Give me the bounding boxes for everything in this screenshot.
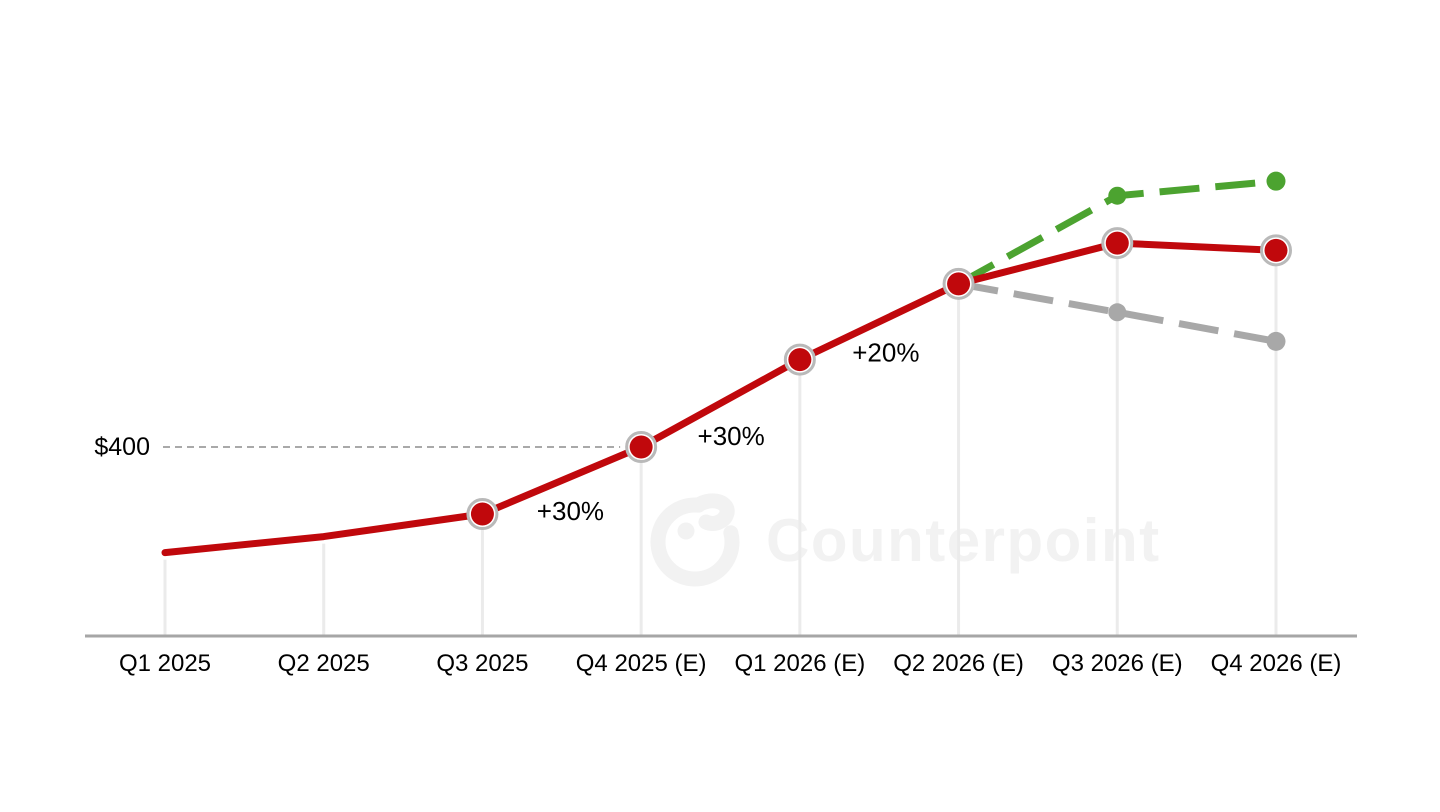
growth-annotation: +30% xyxy=(698,421,765,451)
plot-area: $400 +30% +30% +20% Q1 2025 Q2 2025 Q3 2025 Q4 … xyxy=(85,171,1357,677)
x-axis-label: Q2 2025 xyxy=(278,650,370,677)
data-point-marker xyxy=(629,435,653,459)
x-axis-label: Q3 2026 (E) xyxy=(1052,650,1183,677)
watermark-logo-curl xyxy=(690,493,735,531)
x-axis-label: Q2 2026 (E) xyxy=(893,650,1024,677)
data-point-marker xyxy=(1105,231,1129,255)
x-axis-label: Q1 2025 xyxy=(119,650,211,677)
data-point-marker xyxy=(470,502,494,526)
data-point-marker xyxy=(947,272,971,296)
series-line-base-line xyxy=(161,239,1280,557)
growth-annotation: +20% xyxy=(852,338,919,368)
data-point-marker xyxy=(788,348,812,372)
reference-value-label: $400 xyxy=(94,433,150,461)
x-axis-label: Q4 2025 (E) xyxy=(576,650,707,677)
watermark: Counterpoint xyxy=(650,493,1161,587)
data-point-dot-downside-scenario xyxy=(1108,303,1127,322)
growth-annotation: +30% xyxy=(537,496,604,526)
x-axis-label: Q4 2026 (E) xyxy=(1211,650,1342,677)
x-axis-label: Q1 2026 (E) xyxy=(734,650,865,677)
data-point-marker xyxy=(1264,238,1288,262)
data-point-dot-upside-scenario xyxy=(1266,171,1286,191)
x-axis-label: Q3 2025 xyxy=(436,650,528,677)
data-point-dot-downside-scenario xyxy=(1266,331,1286,351)
watermark-text: Counterpoint xyxy=(766,507,1161,574)
data-point-dot-upside-scenario xyxy=(1108,186,1127,205)
watermark-logo-dot xyxy=(677,522,695,540)
